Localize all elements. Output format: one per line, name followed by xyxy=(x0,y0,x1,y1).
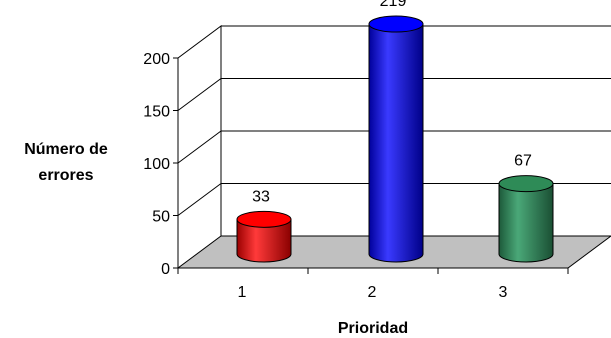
y-axis: 0 50 100 150 200 xyxy=(143,51,178,278)
x-tick-label: 1 xyxy=(238,284,247,301)
bar-body xyxy=(236,218,292,263)
data-label: 67 xyxy=(514,153,532,170)
y-axis-title-line-2: errores xyxy=(38,167,93,184)
y-tick-label: 0 xyxy=(161,261,170,278)
bar-body xyxy=(498,183,554,263)
x-tick-label: 3 xyxy=(499,284,508,301)
y-tick-label: 100 xyxy=(143,156,170,173)
data-labels: 33 219 67 xyxy=(252,0,532,205)
y-tick-label: 50 xyxy=(152,209,170,226)
gridline-side xyxy=(177,183,222,216)
bar xyxy=(498,175,554,263)
bar-body xyxy=(368,23,424,263)
bars xyxy=(236,15,554,263)
bar-top xyxy=(236,210,292,228)
y-tick-label: 200 xyxy=(143,51,170,68)
x-tick-label: 2 xyxy=(368,284,377,301)
x-axis-title: Prioridad xyxy=(338,320,408,337)
data-label: 219 xyxy=(380,0,407,10)
x-axis: 1 2 3 xyxy=(177,268,569,301)
bar-top xyxy=(498,175,554,193)
bar xyxy=(236,210,292,263)
y-tick-label: 150 xyxy=(143,104,170,121)
gridline-side xyxy=(177,78,222,111)
data-label: 33 xyxy=(252,188,270,205)
gridline-side xyxy=(177,130,222,164)
bar xyxy=(368,15,424,263)
bar-top xyxy=(368,15,424,33)
y-axis-title-line-1: Número de xyxy=(24,141,108,158)
